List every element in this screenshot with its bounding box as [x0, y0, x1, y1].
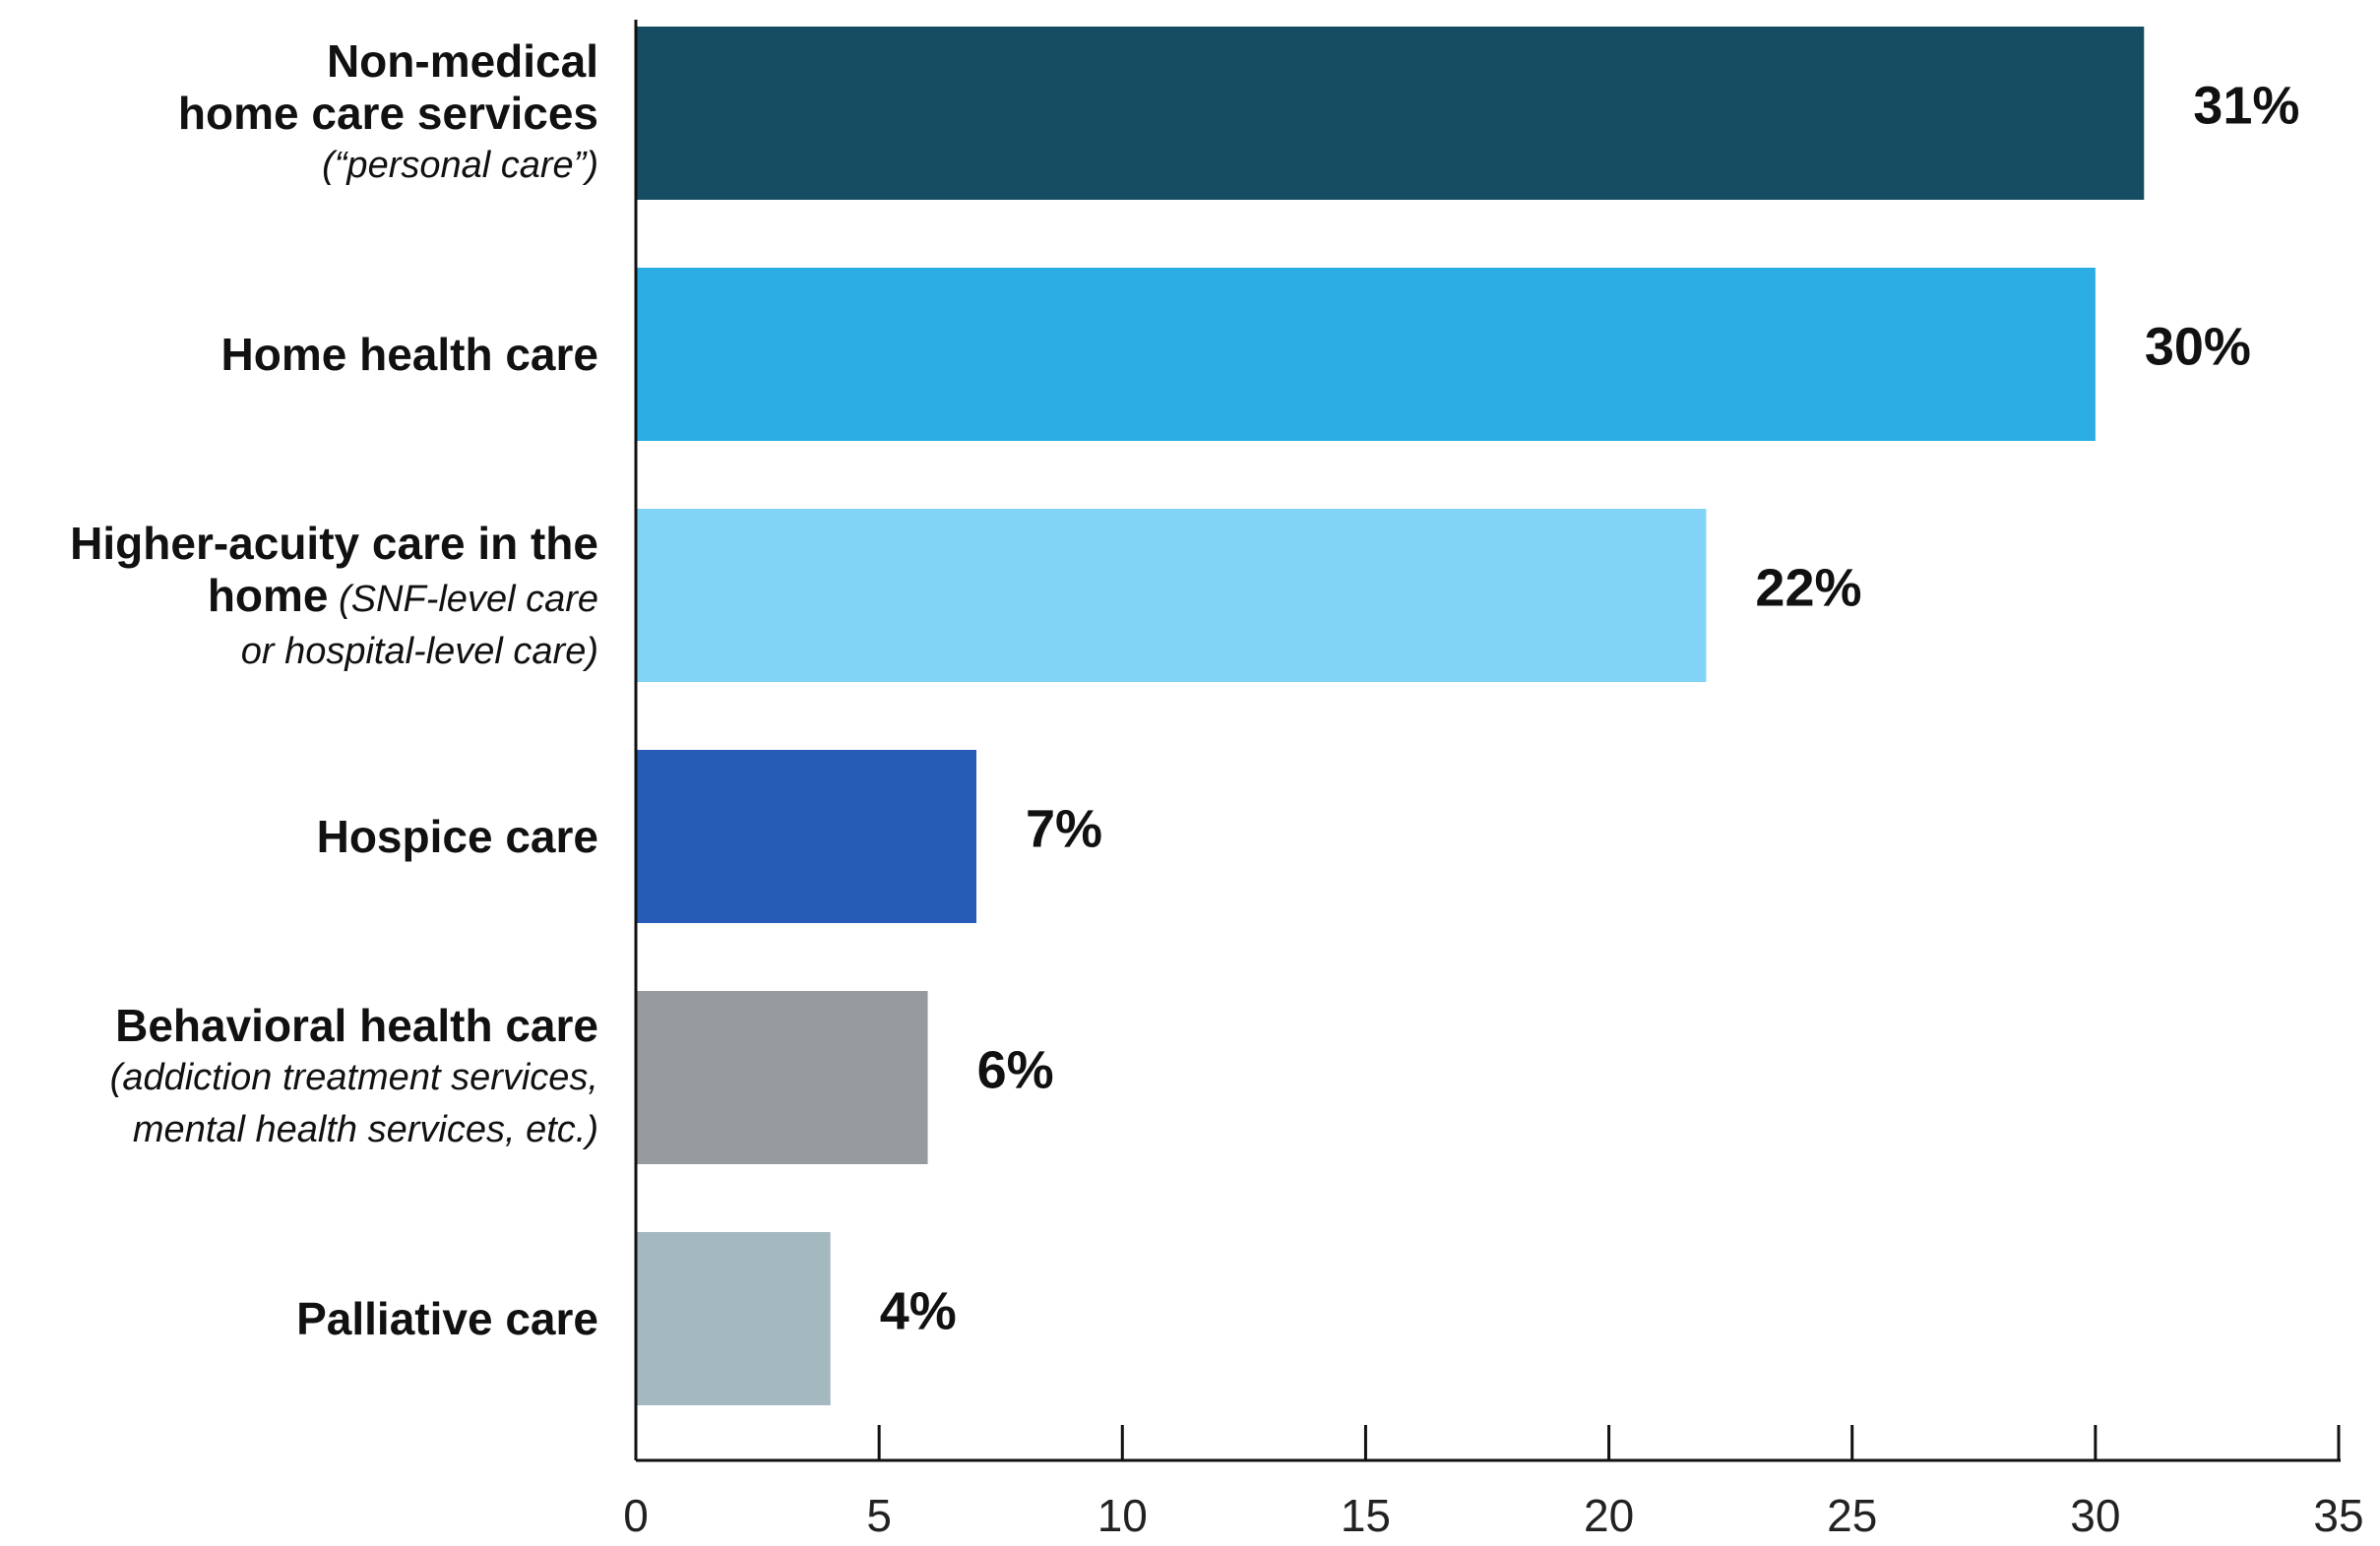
category-label-3: Hospice care — [317, 811, 598, 863]
value-label-4: 6% — [977, 1040, 1054, 1099]
category-label-2: Higher-acuity care in the home (SNF-level… — [70, 518, 598, 678]
category-label-line: home care services — [177, 87, 598, 139]
category-sublabel: (addiction treatment services, — [109, 1056, 598, 1098]
category-label-line: Behavioral health care — [115, 999, 598, 1051]
category-label-line: Home health care — [220, 328, 598, 380]
value-label-5: 4% — [880, 1281, 957, 1340]
value-label-3: 7% — [1026, 799, 1102, 858]
bar-5 — [636, 1232, 831, 1405]
category-label-0: Non-medical home care services (“personal … — [178, 35, 598, 192]
category-label-5: Palliative care — [296, 1293, 598, 1345]
category-label-line: Palliative care — [296, 1292, 598, 1344]
category-label-1: Home health care — [221, 329, 598, 381]
x-tick-label-0: 0 — [623, 1490, 649, 1541]
bar-3 — [636, 750, 976, 923]
category-sublabel: (“personal care”) — [322, 144, 598, 186]
category-sublabel: or hospital-level care) — [240, 630, 598, 672]
x-tick-label-2: 10 — [1097, 1490, 1148, 1541]
category-label-4: Behavioral health care (addiction treatme… — [110, 1000, 598, 1156]
x-tick-label-7: 35 — [2313, 1490, 2363, 1541]
value-label-1: 30% — [2145, 317, 2251, 376]
x-tick-label-1: 5 — [866, 1490, 892, 1541]
bar-4 — [636, 991, 928, 1164]
bar-2 — [636, 509, 1707, 682]
x-tick-label-3: 15 — [1341, 1490, 1391, 1541]
x-tick-label-5: 25 — [1827, 1490, 1877, 1541]
category-label-line: Non-medical — [326, 34, 598, 87]
bar-1 — [636, 268, 2096, 441]
x-tick-label-6: 30 — [2070, 1490, 2120, 1541]
bar-0 — [636, 27, 2145, 200]
category-label-line: Higher-acuity care in the — [70, 517, 598, 569]
category-sublabel: (SNF-level care — [328, 578, 598, 620]
value-label-2: 22% — [1755, 558, 1861, 617]
category-sublabel: mental health services, etc.) — [132, 1108, 598, 1150]
value-label-0: 31% — [2193, 76, 2299, 135]
category-label-line: home (SNF-level care — [207, 569, 598, 621]
x-tick-label-4: 20 — [1584, 1490, 1634, 1541]
category-label-line: Hospice care — [316, 810, 598, 862]
